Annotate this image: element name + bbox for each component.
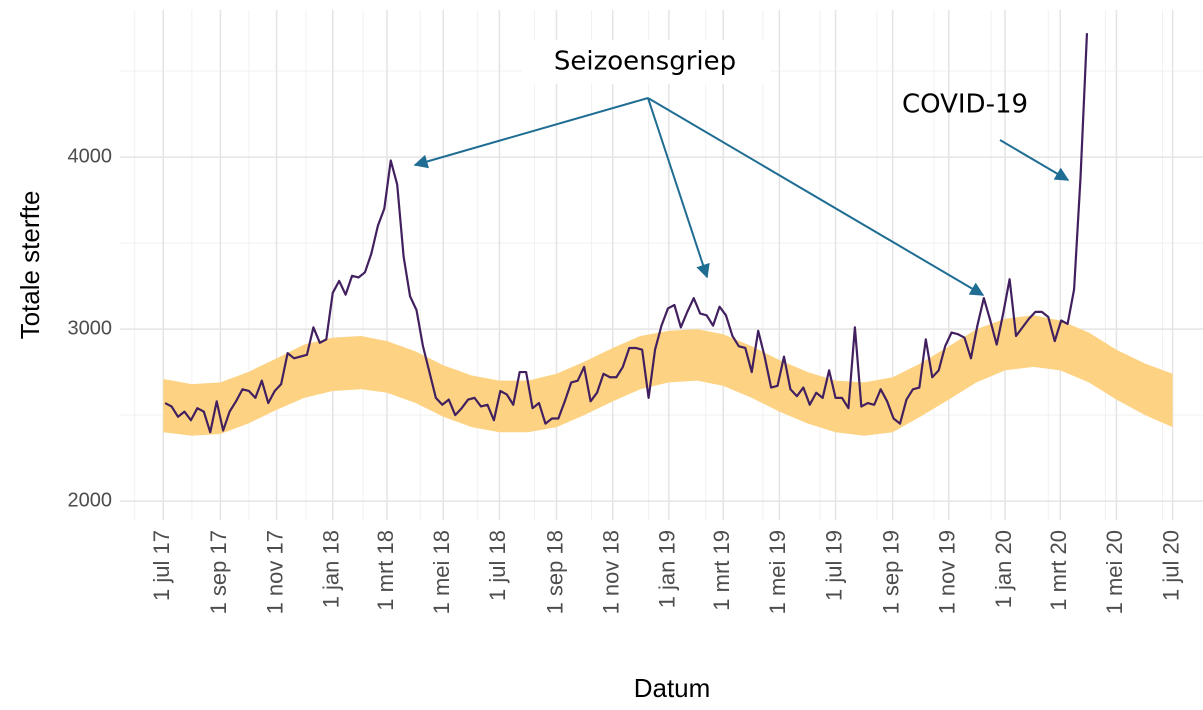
x-tick-label: 1 mei 20 (1102, 530, 1127, 614)
x-tick-label: 1 nov 18 (599, 530, 624, 614)
y-tick-label: 4000 (68, 145, 113, 167)
x-tick-label: 1 nov 17 (262, 530, 287, 614)
expected-band (163, 315, 1173, 436)
grid (120, 10, 1203, 520)
x-axis-title: Datum (634, 673, 711, 703)
annotation-box (522, 40, 770, 84)
x-tick-label: 1 jan 18 (319, 530, 344, 608)
annotation: Seizoensgriep (554, 47, 736, 77)
arrows (413, 97, 1070, 296)
x-tick-label: 1 mei 18 (429, 530, 454, 614)
annotation: COVID-19 (902, 90, 1028, 120)
arrow (647, 97, 985, 296)
x-tick-label: 1 jul 17 (149, 530, 174, 601)
x-tick-label: 1 jan 19 (655, 530, 680, 608)
y-axis-title: Totale sterfte (15, 191, 45, 340)
x-tick-label: 1 jul 18 (485, 530, 510, 601)
x-tick-label: 1 mei 19 (765, 530, 790, 614)
x-tick-label: 1 mrt 20 (1046, 530, 1071, 611)
y-tick-label: 2000 (68, 489, 113, 511)
x-tick-label: 1 mrt 19 (709, 530, 734, 611)
x-tick-label: 1 nov 19 (935, 530, 960, 614)
arrow (999, 139, 1070, 181)
x-tick-label: 1 mrt 18 (373, 530, 398, 611)
line (164, 33, 1089, 434)
labels: 2000 3000 4000 1 jul 17 1 sep 17 1 nov 17 1 ja… (68, 145, 1184, 614)
y-tick-label: 3000 (68, 317, 113, 339)
x-tick-label: 1 jul 20 (1158, 530, 1183, 601)
x-tick-label: 1 jul 19 (821, 530, 846, 601)
arrow (647, 97, 710, 279)
x-tick-label: 1 sep 17 (206, 530, 231, 614)
x-tick-label: 1 jan 20 (991, 530, 1016, 608)
x-tick-label: 1 sep 18 (542, 530, 567, 614)
plot (163, 33, 1173, 436)
arrow (413, 97, 649, 169)
x-tick-label: 1 sep 19 (878, 530, 903, 614)
